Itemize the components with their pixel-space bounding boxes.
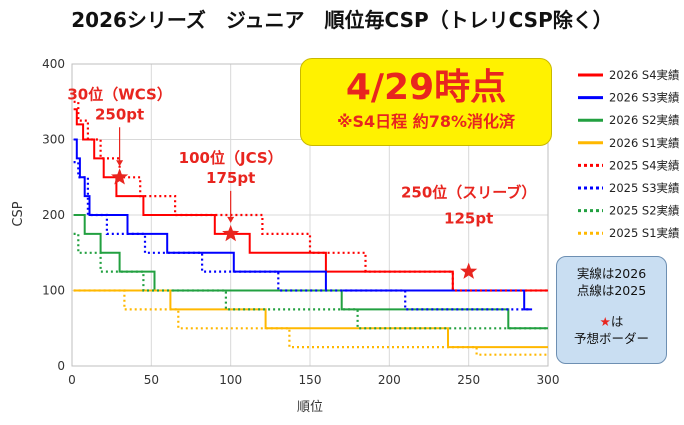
y-tick-label: 200 [42,208,65,222]
x-tick-label: 50 [144,373,159,387]
x-tick-label: 150 [299,373,322,387]
y-tick-label: 400 [42,57,65,71]
series-layer [73,100,548,356]
legend: 2026 S4実績 2026 S3実績 2026 S2実績 2026 S1実績 2025… [578,68,680,240]
legend-label: 2026 S4実績 [609,68,680,82]
note-dotted-line: 点線は2025 [576,283,647,298]
chart-title: 2026シリーズ ジュニア 順位毎CSP（トレリCSP除く） [71,8,613,32]
legend-label: 2025 S1実績 [609,226,680,240]
star-icon: ★ [599,314,611,329]
legend-label: 2025 S3実績 [609,181,680,195]
legend-label: 2025 S4実績 [609,158,680,172]
series-line [73,161,529,311]
x-tick-label: 0 [68,373,76,387]
tick-labels: 0 100 200 300 400 0 50 100 150 200 250 300 [42,57,559,387]
border-star-icon [460,262,478,279]
legend-note: 実線は2026 点線は2025 ★は 予想ボーダー [556,256,667,364]
border-star-icon [222,224,240,242]
series-line [73,289,548,349]
status-callout: 4/29時点 ※S4日程 約78%消化済 [300,58,552,146]
x-tick-label: 300 [537,373,560,387]
note-solid-line: 実線は2026 [576,266,647,281]
legend-label: 2025 S2実績 [609,204,680,218]
series-line [73,289,548,356]
series-line [73,138,533,311]
legend-label: 2026 S1実績 [609,136,680,150]
x-tick-label: 100 [219,373,242,387]
note-star-suffix: は [610,314,624,329]
annotation-arrowhead [116,160,124,167]
annotations: 30位（WCS） 250pt 100位（JCS） 175pt 250位（スリーブ） 125… [67,85,536,279]
annotation-label: 250位（スリーブ） [401,184,536,202]
x-tick-label: 200 [378,373,401,387]
x-tick-label: 250 [457,373,480,387]
x-axis-label: 順位 [297,400,323,415]
annotation-value: 175pt [206,169,255,187]
annotation-label: 100位（JCS） [179,149,283,167]
y-tick-label: 100 [42,284,65,298]
y-tick-label: 300 [42,133,65,147]
annotation-value: 125pt [444,210,493,228]
annotation-value: 250pt [95,105,144,123]
callout-progress: ※S4日程 約78%消化済 [336,112,516,131]
annotation-arrowhead [227,216,235,223]
annotation-label: 30位（WCS） [67,85,172,103]
border-star-icon [111,168,129,185]
callout-date: 4/29時点 [345,67,507,108]
series-line [73,108,548,292]
note-border-label: 予想ボーダー [573,331,649,346]
legend-label: 2026 S2実績 [609,113,680,127]
series-line [73,232,548,330]
y-axis-label: CSP [11,201,26,226]
legend-label: 2026 S3実績 [609,91,680,105]
y-tick-label: 0 [57,359,65,373]
